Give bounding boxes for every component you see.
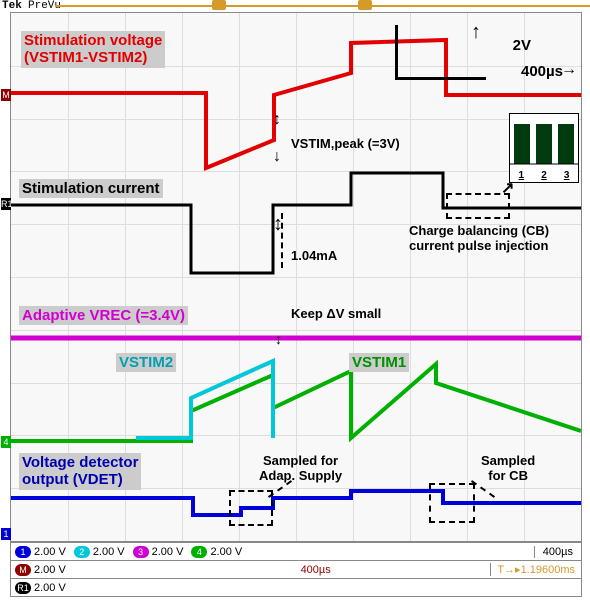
label-vstim-peak: VSTIM,peak (=3V) <box>291 136 400 151</box>
scale-time: 400µs <box>521 63 563 80</box>
channel-badge: 2 <box>74 546 90 558</box>
legend-item: 12.00 V <box>11 546 70 558</box>
inset-numbers: 1 2 3 <box>510 170 578 181</box>
label-stim-current: Stimulation current <box>19 179 163 198</box>
channel-scale: 2.00 V <box>93 546 125 558</box>
label-sampled-adap: Sampled for Adap. Supply <box>259 453 342 483</box>
scale-bracket <box>395 25 486 80</box>
channel-badge: 3 <box>133 546 149 558</box>
ch-tag-4: 4 <box>1 436 11 448</box>
legend-item: 42.00 V <box>187 546 246 558</box>
arrow-keep-dv: ↕ <box>275 331 282 347</box>
trigger-marker-a <box>212 0 226 10</box>
ch-tag-m: M <box>1 89 11 101</box>
inset-num-3: 3 <box>564 170 570 181</box>
current-dashline <box>281 213 283 268</box>
arrow-vstim-peak-dn: ↓ <box>273 148 281 166</box>
legend-item: 32.00 V <box>129 546 188 558</box>
channel-scale: 2.00 V <box>34 564 66 576</box>
inset-num-1: 1 <box>519 170 525 181</box>
channel-scale: 2.00 V <box>210 546 242 558</box>
channel-badge: 4 <box>191 546 207 558</box>
sampled-cb-region <box>429 483 475 523</box>
label-stim-voltage: Stimulation voltage (VSTIM1-VSTIM2) <box>21 31 165 68</box>
legend-item: R12.00 V <box>11 582 70 594</box>
legend-row-3: R12.00 V <box>10 578 582 597</box>
label-vstim2: VSTIM2 <box>116 353 176 372</box>
oscilloscope-screenshot: Tek PreVu M R1 4 1 2V ↑ 400µs <box>0 0 590 601</box>
label-current-val: 1.04mA <box>291 248 337 263</box>
inset-zoom: 1 2 3 <box>509 113 579 183</box>
channel-scale: 2.00 V <box>152 546 184 558</box>
legend-right-2: T→▸1.19600ms <box>490 563 581 576</box>
legend-row-2: M2.00 V 400µs T→▸1.19600ms <box>10 560 582 579</box>
channel-scale: 2.00 V <box>34 546 66 558</box>
trigger-marker-b <box>358 0 372 10</box>
channel-badge: R1 <box>15 582 31 594</box>
scale-voltage: 2V <box>513 37 531 54</box>
arrow-vstim-peak-up: ↕ <box>273 111 281 129</box>
inset-num-2: 2 <box>541 170 547 181</box>
top-divider <box>55 5 590 7</box>
legend-item: 22.00 V <box>70 546 129 558</box>
channel-badge: 1 <box>15 546 31 558</box>
channel-badge: M <box>15 564 31 576</box>
sampled-adap-region <box>229 490 273 526</box>
legend-row-1: 12.00 V22.00 V32.00 V42.00 V 400µs <box>10 542 582 561</box>
waveform-area: M R1 4 1 2V ↑ 400µs → Stimulation voltag… <box>10 12 582 542</box>
label-keep-dv: Keep ΔV small <box>291 306 381 321</box>
label-vdet: Voltage detector output (VDET) <box>19 453 141 490</box>
legend-time-1: 400µs <box>534 546 581 558</box>
label-adaptive-vrec: Adaptive VREC (=3.4V) <box>19 306 188 325</box>
channel-scale: 2.00 V <box>34 582 66 594</box>
legend-item: M2.00 V <box>11 564 70 576</box>
legend-center-2: 400µs <box>141 564 490 576</box>
ch-tag-r1: R1 <box>1 198 11 210</box>
label-sampled-cb: Sampled for CB <box>481 453 535 483</box>
label-cb-inject: Charge balancing (CB) current pulse inje… <box>409 223 549 253</box>
brand: Tek <box>2 0 22 12</box>
ch-tag-1: 1 <box>1 528 11 540</box>
scale-arrow-h: → <box>561 61 577 79</box>
label-vstim1: VSTIM1 <box>349 353 409 372</box>
